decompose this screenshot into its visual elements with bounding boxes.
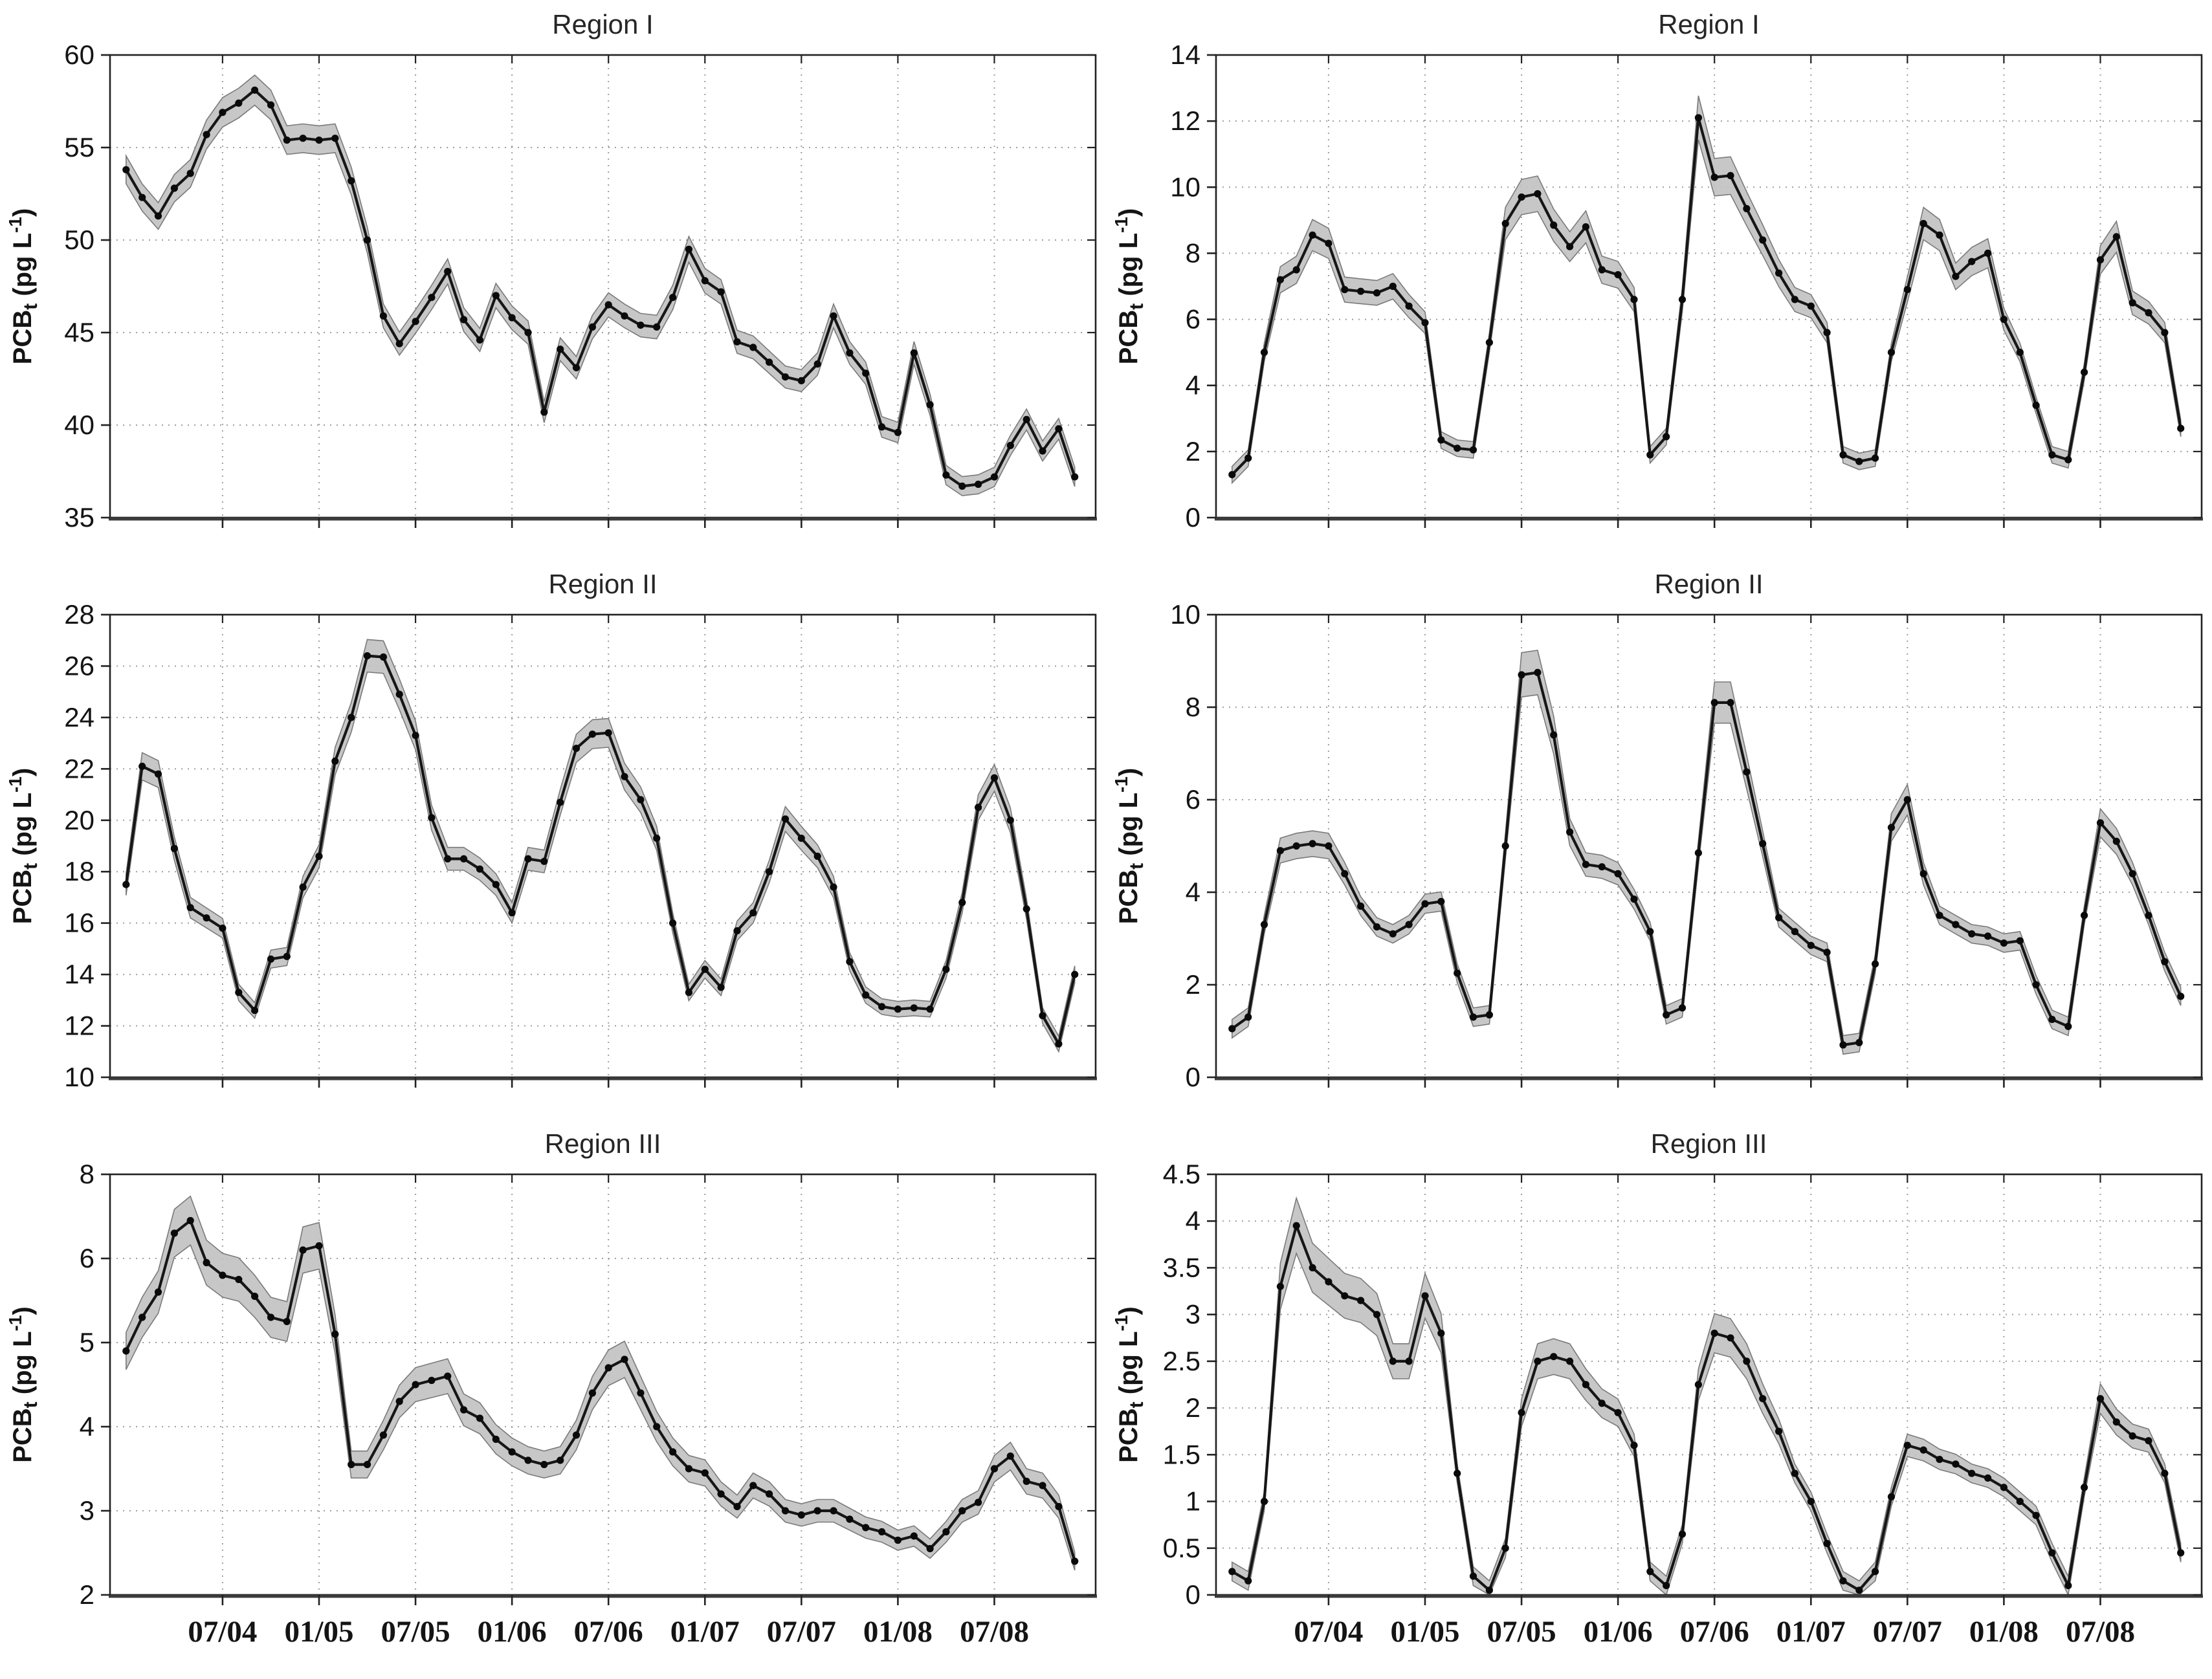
- svg-text:0: 0: [1186, 1579, 1200, 1610]
- svg-text:60: 60: [64, 39, 94, 70]
- svg-text:07/07: 07/07: [1873, 1615, 1942, 1649]
- svg-text:22: 22: [64, 753, 94, 784]
- chart-region2-right: 0 2 4 6 8 10 Region II PCBt (pg L-1): [1111, 569, 2203, 1092]
- svg-text:01/05: 01/05: [284, 1615, 353, 1649]
- svg-text:01/07: 01/07: [1776, 1615, 1846, 1649]
- svg-text:Region II: Region II: [548, 569, 657, 599]
- svg-text:07/08: 07/08: [960, 1615, 1029, 1649]
- svg-text:1: 1: [1186, 1486, 1200, 1517]
- svg-text:01/05: 01/05: [1390, 1615, 1459, 1649]
- svg-text:PCBt (pg L-1): PCBt (pg L-1): [5, 1306, 41, 1463]
- svg-text:PCBt (pg L-1): PCBt (pg L-1): [1111, 1306, 1147, 1463]
- svg-text:26: 26: [64, 650, 94, 681]
- svg-text:01/08: 01/08: [1969, 1615, 2039, 1649]
- svg-text:3: 3: [80, 1495, 94, 1526]
- svg-text:6: 6: [1186, 784, 1200, 815]
- svg-text:Region I: Region I: [552, 9, 653, 39]
- svg-text:24: 24: [64, 702, 94, 732]
- chart-region3-left: 2 3 4 5 6 8 07/04 01/05 07/05 01/06 07/06 01/07 07/0…: [5, 1128, 1097, 1649]
- svg-text:10: 10: [64, 1062, 94, 1092]
- svg-text:4.5: 4.5: [1163, 1159, 1200, 1189]
- svg-text:50: 50: [64, 225, 94, 255]
- svg-text:35: 35: [64, 502, 94, 532]
- panel-region2-right: Region II 0 2 4 6 8 10 Region II PCBt (pg L-1): [1106, 560, 2212, 1119]
- svg-text:12: 12: [64, 1011, 94, 1041]
- chart-region2-left: 10 12 14 16 18 20 22 24 26 28 Region II PCBt (pg L-…: [5, 569, 1097, 1092]
- svg-text:55: 55: [64, 132, 94, 162]
- svg-text:2: 2: [1186, 436, 1200, 466]
- svg-text:10: 10: [1170, 599, 1200, 630]
- svg-text:4: 4: [80, 1411, 94, 1442]
- svg-text:PCBt (pg L-1): PCBt (pg L-1): [5, 208, 41, 365]
- svg-text:6: 6: [80, 1243, 94, 1273]
- svg-text:07/04: 07/04: [1294, 1615, 1363, 1649]
- chart-region1-right: 0 2 4 6 8 10 12 14 Region I PCBt (pg L-1): [1111, 9, 2203, 532]
- svg-text:4: 4: [1186, 1205, 1200, 1236]
- svg-text:45: 45: [64, 317, 94, 347]
- svg-text:8: 8: [80, 1159, 94, 1189]
- svg-text:01/06: 01/06: [478, 1615, 547, 1649]
- svg-text:PCBt (pg L-1): PCBt (pg L-1): [5, 768, 41, 925]
- svg-text:3.5: 3.5: [1163, 1252, 1200, 1282]
- svg-text:3: 3: [1186, 1299, 1200, 1330]
- svg-text:07/07: 07/07: [767, 1615, 836, 1649]
- svg-text:Region III: Region III: [545, 1128, 661, 1159]
- svg-text:40: 40: [64, 410, 94, 440]
- svg-text:2: 2: [1186, 969, 1200, 1000]
- svg-text:14: 14: [64, 959, 94, 989]
- svg-text:07/06: 07/06: [1680, 1615, 1749, 1649]
- svg-text:5: 5: [80, 1327, 94, 1357]
- svg-text:07/05: 07/05: [381, 1615, 450, 1649]
- svg-text:1.5: 1.5: [1163, 1439, 1200, 1469]
- svg-text:07/05: 07/05: [1487, 1615, 1556, 1649]
- svg-text:6: 6: [1186, 304, 1200, 335]
- svg-text:28: 28: [64, 599, 94, 630]
- svg-text:14: 14: [1170, 39, 1200, 70]
- chart-region3-right: 0 0.5 1 1.5 2 2.5 3 3.5 4 4.5 07/04 01/05 07/05 01/06…: [1111, 1128, 2203, 1649]
- svg-text:01/06: 01/06: [1584, 1615, 1653, 1649]
- svg-text:01/08: 01/08: [863, 1615, 933, 1649]
- svg-text:Region I: Region I: [1658, 9, 1759, 39]
- svg-text:0.5: 0.5: [1163, 1533, 1200, 1563]
- panel-region3-left: Region III 2 3 4 5 6 8 07/04 01/05 07/05 01/06 07/…: [0, 1119, 1106, 1679]
- panel-region1-right: Region I 0 2 4 6 8 10 12 14 Region I PCBt (pg L-1…: [1106, 0, 2212, 560]
- svg-text:16: 16: [64, 908, 94, 938]
- svg-text:2: 2: [80, 1579, 94, 1610]
- svg-text:0: 0: [1186, 502, 1200, 532]
- panel-region3-right: Region III 0 0.5 1 1.5 2 2.5 3 3.5 4 4.5 07/04 01/0…: [1106, 1119, 2212, 1679]
- svg-text:PCBt (pg L-1): PCBt (pg L-1): [1111, 208, 1147, 365]
- svg-text:Region III: Region III: [1651, 1128, 1767, 1159]
- svg-text:18: 18: [64, 856, 94, 886]
- svg-text:07/04: 07/04: [188, 1615, 257, 1649]
- svg-text:PCBt (pg L-1): PCBt (pg L-1): [1111, 768, 1147, 925]
- svg-text:0: 0: [1186, 1062, 1200, 1092]
- svg-text:4: 4: [1186, 370, 1200, 401]
- svg-text:2.5: 2.5: [1163, 1346, 1200, 1376]
- svg-text:07/08: 07/08: [2066, 1615, 2135, 1649]
- panel-region2-left: Region II 10 12 14 16 18 20 22 24 26 28 Region II P…: [0, 560, 1106, 1119]
- svg-text:8: 8: [1186, 237, 1200, 268]
- chart-region1-left: 35 40 45 50 55 60 Region I PCBt (pg L-1): [5, 9, 1097, 532]
- svg-text:01/07: 01/07: [670, 1615, 740, 1649]
- svg-text:8: 8: [1186, 692, 1200, 722]
- svg-text:Region II: Region II: [1654, 569, 1763, 599]
- svg-text:12: 12: [1170, 105, 1200, 136]
- svg-text:4: 4: [1186, 877, 1200, 907]
- svg-text:20: 20: [64, 805, 94, 835]
- svg-text:07/06: 07/06: [574, 1615, 643, 1649]
- svg-text:2: 2: [1186, 1392, 1200, 1423]
- panel-region1-left: Region I 35 40 45 50 55 60 Region I PCBt (pg L-…: [0, 0, 1106, 560]
- svg-text:10: 10: [1170, 171, 1200, 202]
